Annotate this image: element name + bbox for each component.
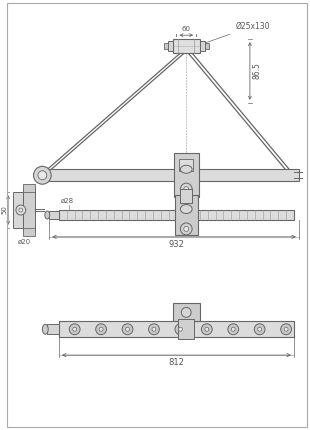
Bar <box>173 304 200 321</box>
Ellipse shape <box>180 205 192 214</box>
Text: ø20: ø20 <box>18 239 31 245</box>
Circle shape <box>99 327 103 331</box>
Circle shape <box>228 324 239 335</box>
Circle shape <box>181 307 191 317</box>
Circle shape <box>126 327 130 331</box>
Circle shape <box>231 327 235 331</box>
Circle shape <box>180 223 192 235</box>
Bar <box>47 324 59 334</box>
Bar <box>175 195 198 235</box>
Circle shape <box>96 324 106 335</box>
Bar <box>179 319 194 339</box>
Bar <box>38 169 299 181</box>
Bar <box>200 41 205 51</box>
Bar <box>168 41 173 51</box>
Circle shape <box>16 205 26 215</box>
Circle shape <box>69 324 80 335</box>
Circle shape <box>184 227 189 231</box>
Circle shape <box>284 327 288 331</box>
Bar <box>180 189 192 203</box>
Bar <box>23 184 34 192</box>
Bar <box>179 160 193 171</box>
Ellipse shape <box>45 211 50 219</box>
Circle shape <box>38 171 47 180</box>
Bar <box>23 188 34 232</box>
Bar <box>173 39 200 53</box>
Circle shape <box>148 324 159 335</box>
Circle shape <box>33 166 51 184</box>
Ellipse shape <box>180 165 192 173</box>
Text: 60: 60 <box>182 26 191 32</box>
Circle shape <box>258 327 262 331</box>
Bar <box>13 192 23 228</box>
Circle shape <box>73 327 77 331</box>
Bar <box>164 43 168 49</box>
Bar <box>174 154 199 197</box>
Circle shape <box>281 324 291 335</box>
Text: Ø25x130: Ø25x130 <box>205 22 270 43</box>
Circle shape <box>179 327 182 331</box>
Circle shape <box>180 183 192 195</box>
Text: 50: 50 <box>1 206 7 215</box>
Circle shape <box>152 327 156 331</box>
Bar <box>49 211 59 219</box>
Text: ø28: ø28 <box>61 198 74 204</box>
Bar <box>205 43 209 49</box>
Circle shape <box>254 324 265 335</box>
Circle shape <box>175 324 186 335</box>
Ellipse shape <box>42 324 48 334</box>
Circle shape <box>184 187 189 192</box>
Circle shape <box>19 208 23 212</box>
Bar <box>59 210 294 220</box>
Text: 812: 812 <box>169 358 184 367</box>
Bar <box>23 228 34 236</box>
Text: 86.5: 86.5 <box>253 62 262 80</box>
Bar <box>59 321 294 337</box>
Text: 932: 932 <box>169 240 184 249</box>
Circle shape <box>205 327 209 331</box>
Circle shape <box>122 324 133 335</box>
Circle shape <box>202 324 212 335</box>
